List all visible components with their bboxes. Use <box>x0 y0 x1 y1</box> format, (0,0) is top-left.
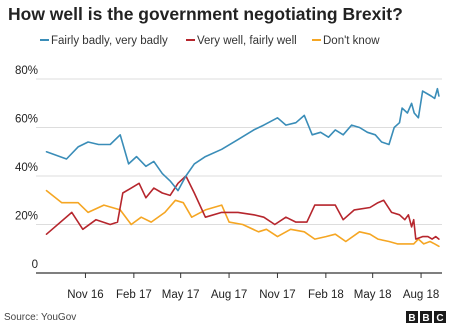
legend-label: Very well, fairly well <box>197 35 297 47</box>
x-tick-label: Aug 18 <box>403 289 439 301</box>
y-tick-label: 40% <box>15 162 38 174</box>
chart-legend: Fairly badly, very badly Very well, fairl… <box>40 35 380 47</box>
logo-letter: C <box>436 313 443 323</box>
y-tick-label: 60% <box>15 114 38 126</box>
x-tick-label: May 17 <box>162 289 200 301</box>
legend-label: Don't know <box>323 35 380 47</box>
series-line-0 <box>45 87 440 192</box>
y-tick-label: 0 <box>32 259 38 271</box>
series-line-2 <box>45 189 440 248</box>
logo-letter: B <box>422 313 429 323</box>
x-tick-label: Feb 18 <box>308 289 344 301</box>
logo-block <box>434 311 446 323</box>
legend-label: Fairly badly, very badly <box>51 35 168 47</box>
chart-title: How well is the government negotiating B… <box>8 4 403 24</box>
logo-block <box>406 311 418 323</box>
x-tick-label: Aug 17 <box>211 289 247 301</box>
y-tick-label: 80% <box>15 65 38 77</box>
source-label: Source: YouGov <box>4 312 76 323</box>
x-tick-label: May 18 <box>354 289 392 301</box>
x-tick-label: Nov 16 <box>67 289 103 301</box>
logo-letter: B <box>408 313 415 323</box>
grid-lines <box>36 78 442 225</box>
logo-block <box>420 311 432 323</box>
x-axis: Nov 16 Feb 17 May 17 Aug 17 Nov 17 Feb 18 May … <box>36 272 442 301</box>
x-tick-label: Feb 17 <box>116 289 152 301</box>
x-tick-label: Nov 17 <box>259 289 295 301</box>
y-tick-label: 20% <box>15 211 38 223</box>
data-series <box>45 87 440 248</box>
y-axis-ticks: 0 20% 40% 60% 80% <box>15 65 38 271</box>
series-line-1 <box>45 175 440 240</box>
